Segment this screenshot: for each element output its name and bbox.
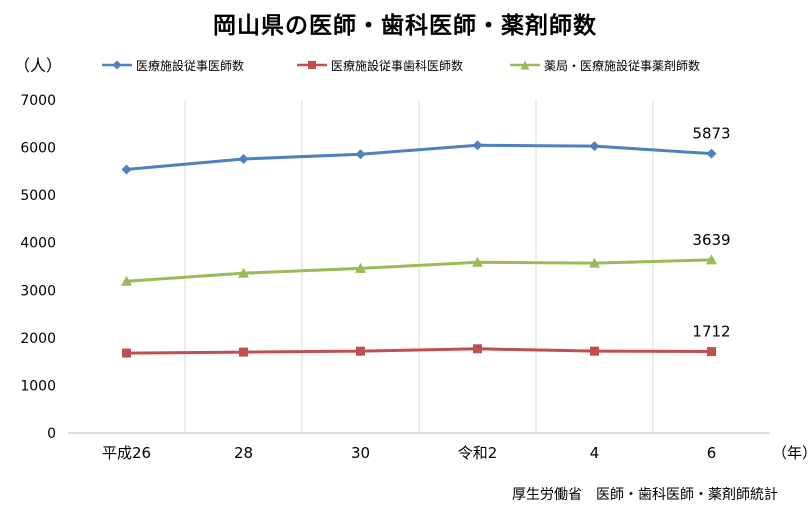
legend-marker-diamond [102, 60, 132, 70]
y-tick-label: 2000 [20, 331, 56, 347]
series-line [126, 143, 712, 171]
y-tick-label: 3000 [20, 283, 56, 299]
x-tick-label: 28 [234, 444, 253, 462]
data-point-diamond [355, 149, 366, 160]
x-tick-label: 6 [707, 444, 717, 462]
data-point-square [122, 348, 131, 358]
y-tick-label: 7000 [20, 93, 56, 109]
y-axis-unit-label: （人） [14, 56, 63, 75]
data-point-triangle [589, 257, 600, 268]
data-label-end: 1712 [692, 323, 730, 341]
y-tick-label: 0 [47, 426, 56, 442]
data-point-diamond [472, 140, 483, 151]
x-tick-label: 4 [590, 444, 600, 462]
data-point-triangle [238, 267, 249, 278]
data-point-diamond [121, 164, 132, 175]
data-point-diamond [238, 153, 249, 164]
legend-label-doctors: 医療施設従事医師数 [136, 59, 245, 73]
chart-title: 岡山県の医師・歯科医師・薬剤師数 [213, 13, 597, 39]
data-point-diamond [706, 148, 717, 159]
data-point-triangle [121, 275, 132, 286]
data-point-square [707, 347, 716, 357]
y-tick-label: 4000 [20, 236, 56, 252]
x-tick-label: 30 [351, 444, 370, 462]
legend-label-dentists: 医療施設従事歯科医師数 [331, 59, 464, 73]
data-label-end: 3639 [692, 231, 730, 249]
source-note: 厚生労働省 医師・歯科医師・薬剤師統計 [512, 487, 778, 503]
data-point-triangle [472, 256, 483, 267]
data-point-square [590, 346, 599, 356]
x-tick-label: 令和2 [458, 444, 498, 462]
y-tick-label: 5000 [20, 188, 56, 204]
legend-marker-square [297, 61, 327, 69]
series-line [126, 258, 712, 283]
y-tick-label: 1000 [20, 378, 56, 394]
data-label-end: 5873 [692, 125, 730, 143]
data-point-triangle [355, 262, 366, 273]
data-point-square [239, 347, 248, 357]
series-line [126, 347, 712, 355]
y-tick-label: 6000 [20, 141, 56, 157]
data-point-square [473, 344, 482, 354]
x-tick-label: 平成26 [102, 444, 151, 462]
data-point-diamond [589, 141, 600, 152]
x-axis-unit-label: （年） [772, 444, 810, 462]
data-point-triangle [706, 254, 717, 265]
legend-marker-triangle [510, 60, 540, 70]
data-point-square [356, 346, 365, 356]
legend-label-pharmacists: 薬局・医療施設従事薬剤師数 [544, 59, 701, 73]
